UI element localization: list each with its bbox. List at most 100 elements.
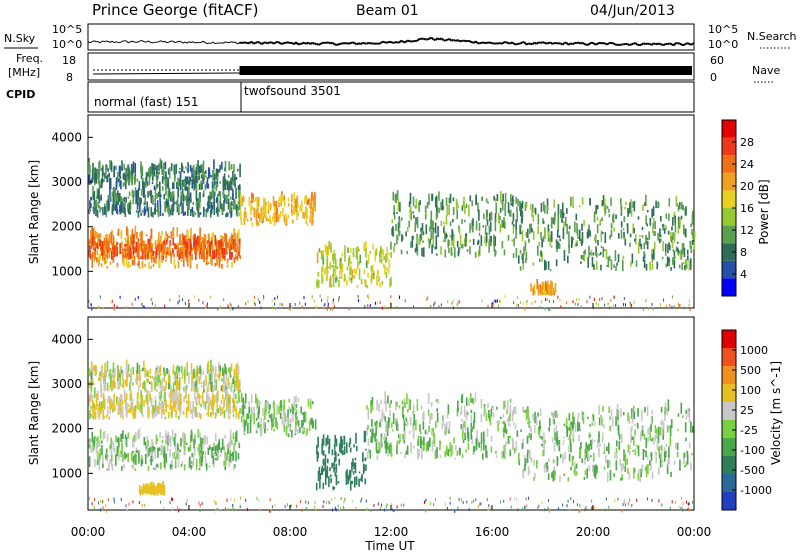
- heatmap-cell: [574, 243, 577, 247]
- heatmap-cell: [206, 304, 208, 308]
- heatmap-cell: [153, 407, 156, 415]
- heatmap-cell: [210, 371, 213, 380]
- heatmap-cell: [324, 473, 327, 485]
- heatmap-cell: [221, 438, 224, 450]
- heatmap-cell: [151, 195, 154, 198]
- heatmap-cell: [651, 208, 653, 218]
- nsky-trace-segment: [249, 40, 253, 44]
- heatmap-cell: [177, 415, 180, 420]
- heatmap-cell: [601, 200, 604, 207]
- heatmap-cell: [147, 439, 149, 443]
- heatmap-cell: [260, 306, 262, 310]
- heatmap-cell: [404, 401, 406, 409]
- heatmap-cell: [244, 217, 246, 221]
- heatmap-cell: [553, 418, 555, 425]
- heatmap-cell: [541, 285, 543, 295]
- heatmap-cell: [577, 412, 580, 419]
- heatmap-cell: [365, 464, 367, 472]
- heatmap-cell: [498, 304, 500, 308]
- heatmap-cell: [121, 383, 124, 388]
- heatmap-cell: [126, 164, 129, 176]
- nsky-trace-segment: [382, 40, 386, 44]
- heatmap-cell: [146, 447, 149, 458]
- heatmap-cell: [569, 434, 571, 441]
- heatmap-cell: [329, 278, 331, 288]
- nsky-trace-segment: [390, 41, 394, 44]
- heatmap-cell: [276, 404, 278, 416]
- heatmap-cell: [560, 305, 562, 309]
- heatmap-cell: [509, 209, 512, 217]
- heatmap-cell: [331, 462, 333, 469]
- heatmap-cell: [523, 455, 526, 467]
- heatmap-cell: [382, 413, 385, 416]
- heatmap-cell: [374, 301, 376, 305]
- heatmap-cell: [524, 464, 526, 472]
- heatmap-cell: [452, 236, 455, 248]
- heatmap-cell: [677, 249, 680, 256]
- heatmap-cell: [493, 195, 495, 201]
- nsky-trace-segment: [336, 43, 339, 46]
- heatmap-cell: [371, 419, 373, 427]
- heatmap-cell: [220, 241, 223, 245]
- heatmap-cell: [116, 190, 119, 197]
- heatmap-cell: [677, 227, 680, 234]
- heatmap-cell: [632, 405, 635, 417]
- heatmap-cell: [227, 368, 230, 373]
- heatmap-cell: [235, 204, 237, 211]
- heatmap-cell: [449, 193, 452, 204]
- heatmap-cell: [650, 452, 652, 457]
- heatmap-cell: [216, 183, 218, 187]
- heatmap-cell: [376, 455, 379, 460]
- heatmap-cell: [470, 421, 473, 428]
- heatmap-cell: [120, 408, 123, 416]
- heatmap-cell: [207, 262, 210, 265]
- heatmap-cell: [201, 450, 204, 453]
- heatmap-cell: [684, 422, 687, 433]
- heatmap-cell: [416, 448, 419, 460]
- heatmap-cell: [322, 459, 325, 464]
- heatmap-cell: [445, 232, 447, 239]
- heatmap-cell: [248, 406, 251, 414]
- heatmap-cell: [223, 369, 225, 376]
- nsky-trace-segment: [360, 41, 364, 45]
- heatmap-cell: [106, 201, 108, 213]
- heatmap-cell: [159, 382, 162, 385]
- heatmap-cell: [489, 221, 492, 232]
- heatmap-cell: [98, 169, 100, 178]
- heatmap-cell: [175, 366, 178, 374]
- heatmap-cell: [685, 461, 688, 467]
- heatmap-cell: [198, 173, 200, 177]
- heatmap-cell: [109, 444, 111, 449]
- heatmap-cell: [225, 213, 227, 218]
- heatmap-cell: [269, 215, 271, 224]
- heatmap-cell: [396, 444, 398, 449]
- heatmap-cell: [492, 301, 494, 305]
- heatmap-cell: [227, 189, 230, 197]
- heatmap-cell: [164, 201, 166, 213]
- heatmap-cell: [600, 230, 603, 242]
- heatmap-cell: [183, 249, 185, 257]
- heatmap-cell: [671, 295, 673, 299]
- heatmap-cell: [231, 186, 233, 191]
- heatmap-cell: [187, 162, 189, 174]
- heatmap-cell: [146, 181, 149, 187]
- heatmap-cell: [162, 372, 164, 375]
- heatmap-cell: [295, 419, 297, 429]
- heatmap-cell: [97, 190, 99, 200]
- heatmap-cell: [236, 233, 239, 243]
- heatmap-cell: [488, 242, 490, 253]
- heatmap-cell: [90, 379, 93, 392]
- heatmap-cell: [359, 254, 362, 264]
- heatmap-cell: [137, 261, 140, 266]
- heatmap-cell: [145, 234, 148, 237]
- heatmap-cell: [132, 246, 135, 256]
- heatmap-cell: [216, 258, 218, 266]
- heatmap-cell: [88, 245, 91, 252]
- heatmap-cell: [182, 198, 185, 203]
- heatmap-cell: [147, 378, 149, 383]
- heatmap-cell: [264, 423, 266, 434]
- heatmap-cell: [472, 398, 475, 405]
- heatmap-cell: [147, 441, 149, 447]
- heatmap-cell: [577, 236, 579, 239]
- heatmap-cell: [160, 390, 162, 399]
